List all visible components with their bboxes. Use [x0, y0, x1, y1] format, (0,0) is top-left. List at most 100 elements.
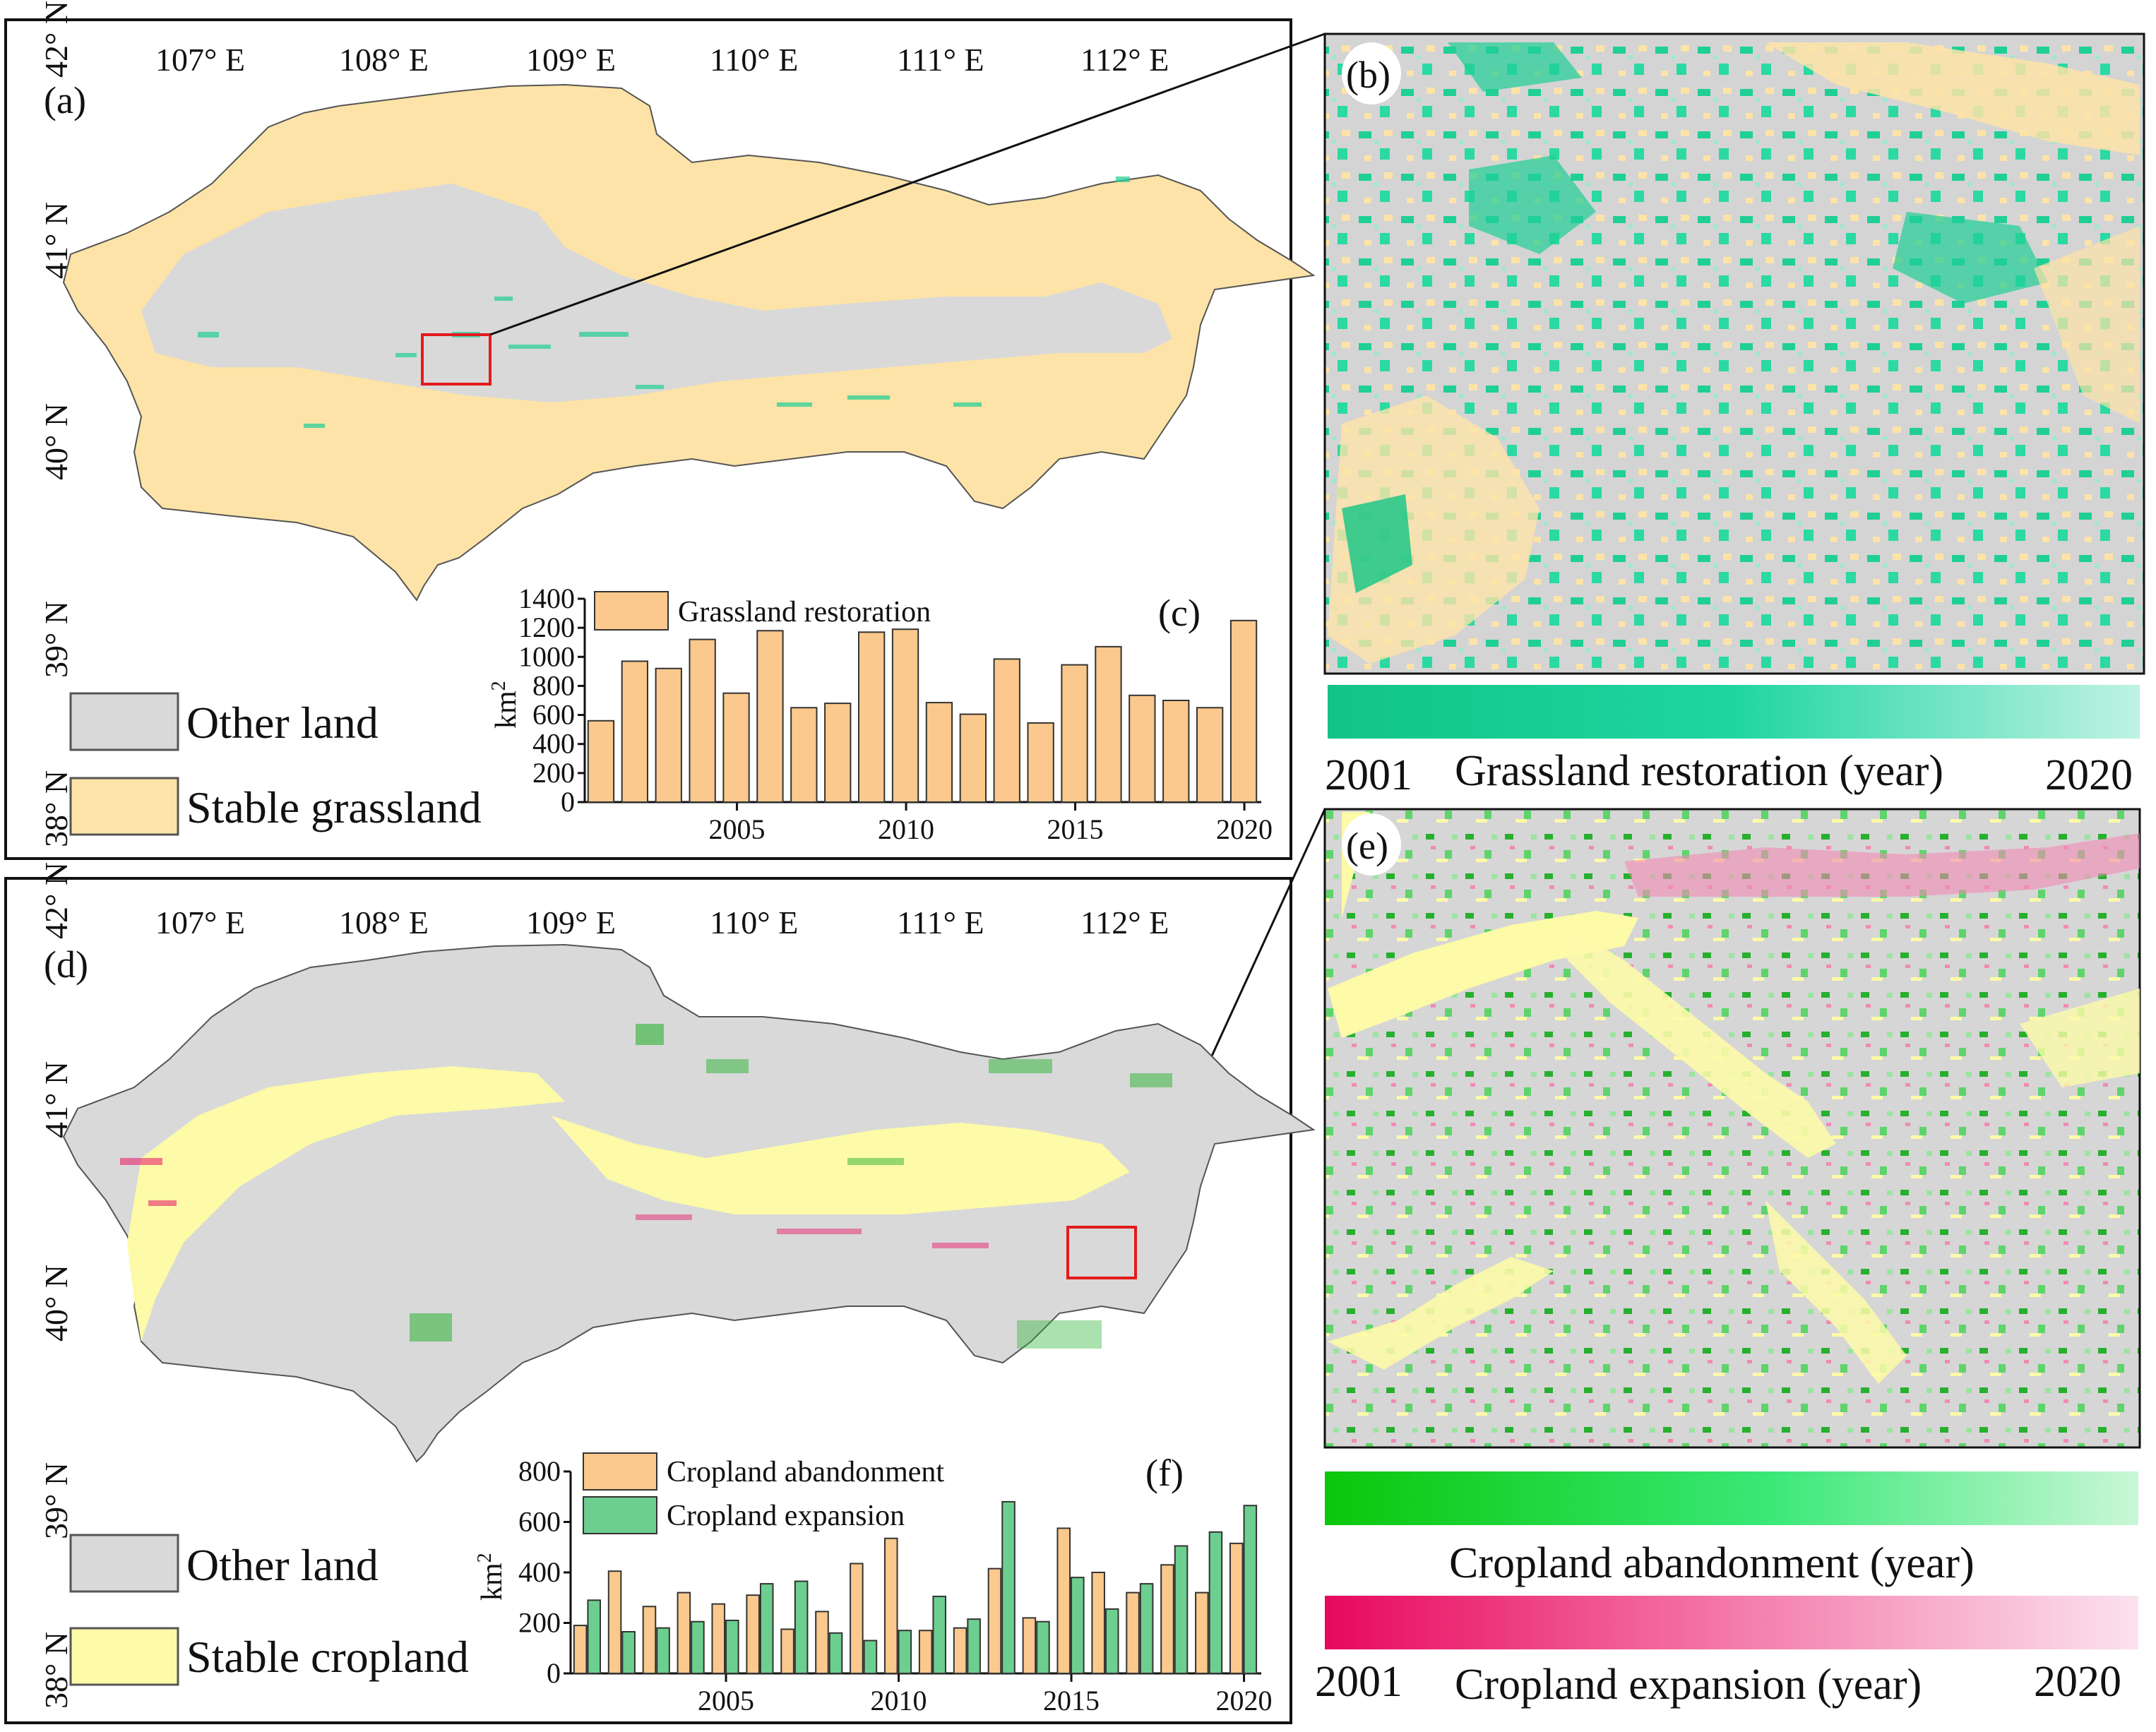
x-tick-label: 2015	[1043, 1685, 1100, 1716]
bar	[967, 1618, 981, 1674]
y-tick-label: 0	[547, 1657, 561, 1689]
colorbar-e-green-label: Cropland abandonment (year)	[1449, 1539, 1975, 1587]
bar	[863, 1640, 878, 1674]
legend-swatch	[594, 591, 669, 631]
legend-swatch	[583, 1496, 657, 1534]
legend-stable-label: Stable cropland	[186, 1632, 469, 1682]
panel-a-frame	[4, 18, 1292, 860]
latitude-labels-bottom: 42° N 41° N 40° N 39° N 38° N	[38, 862, 74, 1709]
legend-label: Cropland abandonment	[667, 1456, 944, 1488]
longitude-labels-bottom: 107° E 108° E 109° E 110° E 111° E 112° …	[155, 904, 1169, 940]
y-tick-label: 0	[561, 786, 575, 818]
y-tick-label: 200	[532, 757, 575, 789]
bar	[587, 719, 615, 803]
lat-label: 40° N	[38, 1265, 74, 1342]
map-a	[62, 83, 1316, 602]
colorbar-e-green	[1325, 1471, 2138, 1525]
map-b	[1323, 32, 2145, 675]
lon-label: 108° E	[339, 42, 429, 78]
x-tick-label: 2015	[1047, 813, 1104, 845]
bar	[756, 630, 784, 803]
lat-label: 41° N	[38, 1061, 74, 1138]
y-tick-label: 1400	[518, 583, 575, 614]
bar	[746, 1594, 760, 1675]
map-d	[62, 943, 1316, 1463]
bar	[587, 1599, 602, 1674]
y-axis-label: km2	[488, 681, 523, 729]
legend-other-label: Other land	[186, 1540, 379, 1590]
lon-label: 110° E	[710, 42, 798, 78]
panel-label-d: (d)	[44, 943, 88, 986]
legend-stable-label: Stable grassland	[186, 782, 482, 832]
panel-label-b: (b)	[1346, 54, 1390, 96]
bar	[655, 667, 682, 803]
bar	[987, 1567, 1002, 1674]
label-bubble-b	[1342, 42, 1401, 104]
x-tick-label: 2005	[709, 813, 766, 845]
legend-swatch-other	[69, 1534, 179, 1593]
restoration-pixels	[198, 177, 1130, 428]
stable-grassland-patch	[537, 212, 1102, 311]
x-tick-label: 2010	[871, 1685, 927, 1716]
panel-label-e: (e)	[1346, 825, 1388, 867]
bar	[1160, 1564, 1174, 1674]
y-tick-label: 1200	[518, 611, 575, 643]
legend-swatch-other	[69, 692, 179, 751]
bar	[1091, 1572, 1105, 1674]
x-tick-label: 2020	[1216, 813, 1273, 845]
bar	[1196, 707, 1224, 803]
bar	[1208, 1531, 1223, 1675]
bar	[1162, 700, 1190, 803]
legend-label: Grassland restoration	[678, 596, 931, 628]
bar	[607, 1570, 622, 1674]
bar	[722, 692, 750, 804]
y-tick-label: 1000	[518, 640, 575, 672]
bar	[621, 660, 649, 804]
lon-label: 111° E	[897, 42, 984, 78]
bar	[573, 1625, 588, 1674]
bar	[1126, 1591, 1140, 1675]
bar	[824, 703, 852, 803]
bar	[1027, 722, 1054, 804]
bar	[1229, 1542, 1244, 1674]
lon-label: 109° E	[526, 42, 616, 78]
longitude-labels-top: 107° E 108° E 109° E 110° E 111° E 112° …	[155, 42, 1169, 78]
lat-label: 42° N	[38, 1, 74, 78]
map-e	[1323, 808, 2141, 1449]
y-tick-label: 800	[518, 1455, 561, 1487]
bar	[1022, 1617, 1037, 1675]
bar	[898, 1630, 912, 1675]
bar	[656, 1627, 670, 1674]
chart-f: 0 200 400 600 800 2005 2010 2015 2020 km2 Cropland…	[474, 1452, 1273, 1716]
bar	[677, 1591, 691, 1675]
bar	[1243, 1505, 1258, 1674]
bar	[1128, 694, 1156, 803]
colorbar-e-pink-label: Cropland expansion (year)	[1455, 1661, 1922, 1709]
legend-label: Cropland expansion	[667, 1500, 905, 1532]
lat-label: 40° N	[38, 403, 74, 480]
panel-d-frame	[4, 877, 1292, 1724]
bar	[828, 1632, 843, 1675]
bar	[959, 713, 987, 803]
lat-label: 38° N	[38, 1632, 74, 1709]
y-tick-label: 600	[532, 699, 575, 731]
zoom-box-a	[421, 333, 492, 386]
colorbar-b	[1328, 685, 2140, 739]
lon-label: 109° E	[526, 904, 616, 940]
bar	[883, 1537, 898, 1675]
bar	[794, 1580, 809, 1674]
legend-swatch-stable	[69, 777, 179, 836]
bar	[857, 631, 886, 803]
bar	[1071, 1577, 1085, 1674]
legend-other-label: Other land	[186, 698, 379, 748]
lon-label: 111° E	[897, 904, 984, 940]
lon-label: 110° E	[710, 904, 798, 940]
bar	[621, 1631, 636, 1674]
lat-label: 39° N	[38, 601, 74, 678]
x-tick-label: 2020	[1216, 1685, 1273, 1716]
lat-label: 38° N	[38, 770, 74, 847]
legend-top: Other land Stable grassland	[69, 692, 482, 836]
bar	[1095, 645, 1122, 804]
colorbar-e-end: 2020	[2034, 1658, 2121, 1706]
